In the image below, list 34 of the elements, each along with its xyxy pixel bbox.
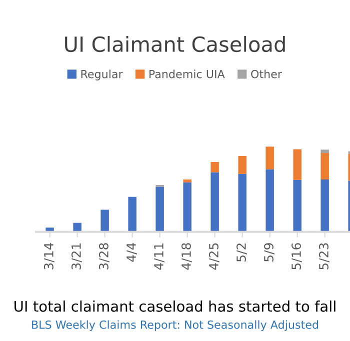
x-tick-label: 3/28	[98, 243, 110, 270]
bar	[238, 174, 246, 232]
x-tick-label: 4/4	[126, 243, 137, 262]
x-tick-label: 3/14	[44, 243, 54, 270]
bar	[238, 156, 246, 174]
bar	[100, 210, 109, 232]
bar	[320, 179, 329, 232]
chart-title: UI Claimant Caseload	[65, 36, 285, 52]
bar	[210, 172, 219, 232]
bar	[320, 153, 329, 180]
text: UI total claimant caseload has started to fall	[14, 300, 336, 312]
bar	[210, 162, 219, 172]
bar	[293, 149, 302, 180]
x-tick-label: 5/2	[236, 244, 247, 262]
legend-label: Pandemic UIA	[149, 70, 225, 78]
bar	[293, 180, 302, 232]
x-tick-label: 4/25	[209, 243, 220, 270]
x-tick-label: 5/23	[319, 243, 330, 270]
x-tick-label: 5/16	[292, 243, 302, 270]
bar	[320, 150, 329, 154]
x-tick-label: 4/11	[154, 243, 164, 270]
legend-label: Regular	[81, 70, 123, 80]
x-tick-label: 4/18	[181, 243, 192, 270]
legend-label: Other	[251, 70, 282, 78]
bar	[266, 146, 274, 170]
text: BLS Weekly Claims Report: Not Seasonally Adjusted	[32, 320, 318, 332]
bar	[266, 169, 274, 232]
bar	[156, 186, 164, 232]
bar	[73, 222, 82, 232]
bar	[183, 182, 192, 232]
bar	[183, 179, 192, 182]
x-tick-label: 3/21	[71, 243, 82, 270]
x-tick-label: 5/9	[264, 243, 274, 262]
bar	[128, 196, 136, 232]
